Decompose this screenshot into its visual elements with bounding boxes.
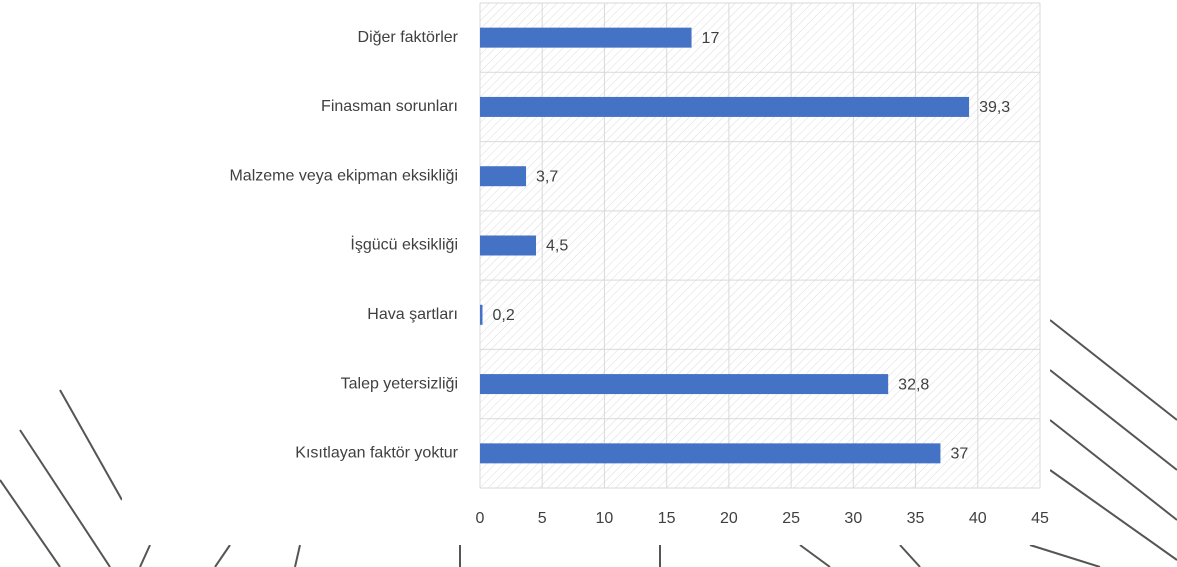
data-label: 39,3 [979,99,1010,116]
data-label: 37 [950,446,968,463]
bar [480,27,692,48]
x-tick-label: 40 [969,510,987,527]
bar [480,374,889,395]
data-label: 0,2 [492,307,514,324]
x-tick-label: 20 [720,510,738,527]
plot-area [480,3,1040,488]
y-tick-label: Kısıtlayan faktör yoktur [295,445,458,462]
x-tick-label: 30 [844,510,862,527]
x-tick-label: 45 [1031,510,1049,527]
bar [480,304,483,325]
y-tick-label: Hava şartları [367,306,458,323]
x-tick-label: 10 [596,510,614,527]
data-label: 4,5 [546,238,568,255]
y-tick-label: İşgücü eksikliği [350,235,458,254]
data-label: 32,8 [898,376,929,393]
x-tick-label: 5 [538,510,547,527]
x-tick-label: 25 [782,510,800,527]
x-tick-label: 0 [476,510,485,527]
y-tick-label: Diğer faktörler [358,29,459,46]
bar [480,235,536,256]
background-decoration [0,319,1177,567]
y-tick-label: Malzeme veya ekipman eksikliği [229,167,458,184]
data-label: 3,7 [536,168,558,185]
y-tick-label: Talep yetersizliği [341,375,458,392]
x-tick-label: 15 [658,510,676,527]
y-tick-label: Finasman sorunları [321,98,458,115]
x-tick-label: 35 [907,510,925,527]
bar [480,443,941,464]
bar [480,96,970,117]
data-label: 17 [702,30,720,47]
bar [480,166,527,187]
